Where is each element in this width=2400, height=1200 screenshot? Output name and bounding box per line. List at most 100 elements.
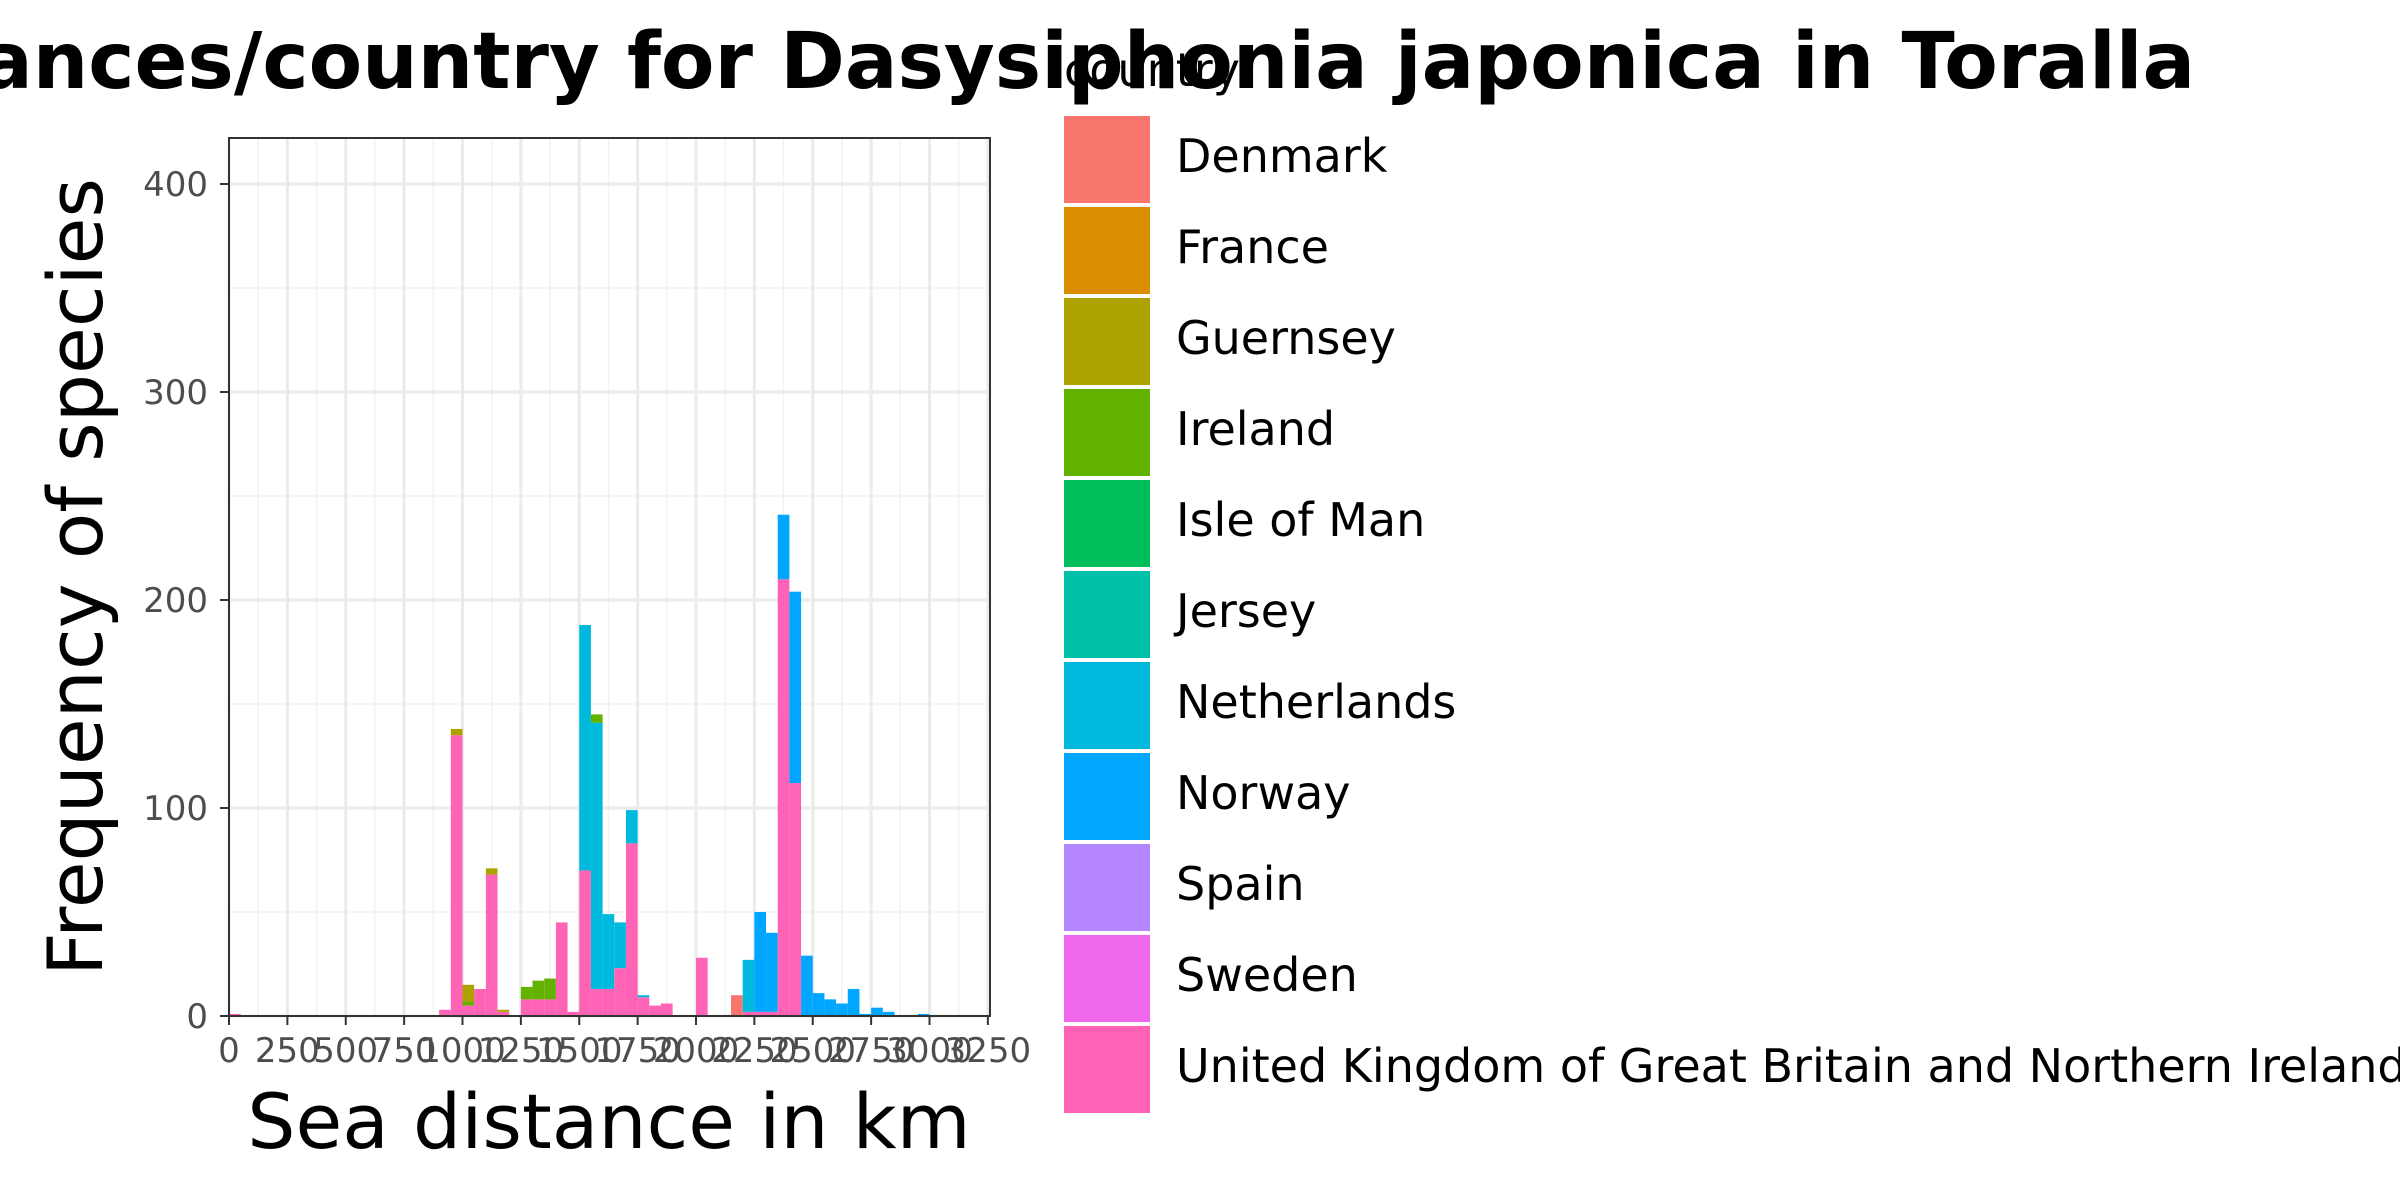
bars	[229, 514, 930, 1016]
bar-segment	[660, 1003, 673, 1016]
x-tick-label: 2000	[653, 1031, 740, 1071]
bar-segment	[520, 986, 533, 1000]
bar-segment	[754, 1011, 767, 1016]
legend-label: Netherlands	[1176, 675, 1456, 729]
bar-segment	[859, 1013, 872, 1016]
legend-swatch	[1064, 571, 1150, 658]
bar-segment	[567, 1011, 580, 1016]
legend-label: Jersey	[1173, 584, 1316, 638]
y-tick-label: 300	[143, 373, 208, 413]
bar-segment	[474, 988, 486, 1016]
legend: country Denmark France Guernsey Ireland Isle…	[1064, 43, 2400, 1113]
bar-segment	[602, 988, 615, 1016]
bar-segment	[812, 993, 825, 1016]
bar-segment	[742, 1011, 755, 1016]
bar-segment	[742, 959, 755, 1012]
bar-segment	[917, 1013, 930, 1016]
grid-major	[227, 138, 990, 1018]
bar-segment	[462, 1001, 475, 1006]
y-axis-label: Frequency of species	[31, 178, 120, 976]
bar-segment	[777, 579, 790, 1016]
plot-background	[229, 138, 990, 1016]
x-tick-label: 0	[218, 1031, 240, 1071]
bar-segment	[614, 922, 626, 969]
bar-segment	[532, 999, 545, 1016]
x-tick-label: 2250	[711, 1031, 798, 1071]
bar-segment	[590, 988, 603, 1016]
legend-label: United Kingdom of Great Britain and Nort…	[1176, 1039, 2400, 1093]
bar-segment	[625, 843, 638, 1016]
legend-label: France	[1176, 220, 1329, 274]
legend-label: Denmark	[1176, 129, 1388, 183]
x-tick-label: 1250	[478, 1031, 565, 1071]
legend-swatch	[1064, 935, 1150, 1022]
x-tick-label: 2750	[828, 1031, 915, 1071]
legend-swatch	[1064, 207, 1150, 294]
bar-segment	[579, 624, 591, 871]
bar-segment	[766, 1011, 778, 1016]
bar-segment	[847, 988, 860, 1016]
x-tick-label: 1750	[594, 1031, 681, 1071]
chart-title: Distances/country for Dasysiphonia japon…	[0, 17, 2195, 107]
bar-segment	[696, 957, 708, 1016]
bar-segment	[871, 1007, 883, 1016]
bar-segment	[590, 722, 603, 989]
plot-border	[228, 137, 991, 1017]
bar-segment	[766, 932, 778, 1012]
legend-label: Norway	[1176, 766, 1351, 820]
bar-segment	[614, 968, 626, 1016]
y-tick-label: 400	[143, 165, 208, 205]
legend-label: Isle of Man	[1176, 493, 1425, 547]
x-tick-label: 1500	[536, 1031, 623, 1071]
x-tick-label: 500	[313, 1031, 378, 1071]
y-tick-label: 0	[186, 997, 208, 1037]
bar-segment	[801, 955, 813, 1016]
legend-items: Denmark France Guernsey Ireland Isle of Man J…	[1064, 116, 2400, 1113]
bar-segment	[544, 978, 556, 1000]
bar-segment	[824, 999, 837, 1016]
bar-segment	[602, 914, 615, 989]
bar-segment	[462, 1005, 475, 1016]
y-axis: 0 100 200 300 400	[143, 165, 229, 1037]
bar-segment	[579, 870, 591, 1016]
bar-segment	[789, 591, 802, 784]
bar-segment	[520, 999, 533, 1016]
legend-swatch	[1064, 1026, 1150, 1113]
bar-segment	[754, 912, 767, 1012]
legend-swatch	[1064, 480, 1150, 567]
x-tick-label: 3000	[886, 1031, 973, 1071]
legend-swatch	[1064, 753, 1150, 840]
legend-swatch	[1064, 298, 1150, 385]
x-tick-label: 2500	[769, 1031, 856, 1071]
bar-segment	[777, 514, 790, 580]
x-tick-label: 750	[372, 1031, 437, 1071]
y-tick-label: 200	[143, 581, 208, 621]
legend-swatch	[1064, 116, 1150, 203]
bar-segment	[649, 1005, 661, 1016]
bar-segment	[590, 714, 603, 723]
bar-segment	[882, 1011, 895, 1016]
bar-segment	[637, 997, 650, 1016]
x-axis-label: Sea distance in km	[247, 1077, 970, 1166]
x-tick-label: 1000	[419, 1031, 506, 1071]
x-axis: 0 250500750100012501500175020002250250027…	[218, 1016, 1031, 1071]
bar-segment	[450, 735, 463, 1016]
legend-label: Guernsey	[1176, 311, 1396, 365]
bar-segment	[544, 999, 556, 1016]
x-tick-label: 250	[255, 1031, 320, 1071]
bar-segment	[439, 1009, 451, 1016]
legend-label: Spain	[1176, 857, 1305, 911]
x-tick-label: 3250	[945, 1031, 1032, 1071]
bar-segment	[485, 874, 498, 1016]
legend-swatch	[1064, 389, 1150, 476]
bar-segment	[485, 868, 498, 875]
legend-label: Ireland	[1176, 402, 1335, 456]
legend-title: country	[1064, 43, 1240, 97]
legend-swatch	[1064, 662, 1150, 749]
bar-segment	[229, 1013, 241, 1016]
bar-segment	[637, 995, 650, 998]
legend-swatch	[1064, 844, 1150, 931]
bar-segment	[497, 1011, 510, 1016]
bar-segment	[462, 984, 475, 1002]
